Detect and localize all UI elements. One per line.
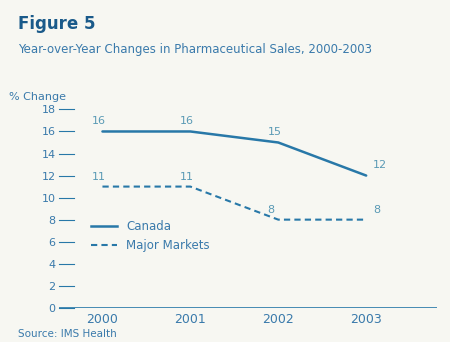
Text: 8: 8 [268, 205, 275, 215]
Text: 16: 16 [92, 116, 106, 126]
Text: Figure 5: Figure 5 [18, 15, 95, 34]
Text: % Change: % Change [9, 92, 66, 102]
Text: Year-over-Year Changes in Pharmaceutical Sales, 2000-2003: Year-over-Year Changes in Pharmaceutical… [18, 43, 372, 56]
Text: 15: 15 [268, 127, 282, 137]
Text: 8: 8 [373, 205, 380, 215]
Text: 11: 11 [180, 172, 194, 182]
Text: 16: 16 [180, 116, 194, 126]
Text: Source: IMS Health: Source: IMS Health [18, 329, 117, 339]
Text: 11: 11 [92, 172, 106, 182]
Legend: Canada, Major Markets: Canada, Major Markets [91, 220, 210, 252]
Text: 12: 12 [373, 160, 387, 170]
